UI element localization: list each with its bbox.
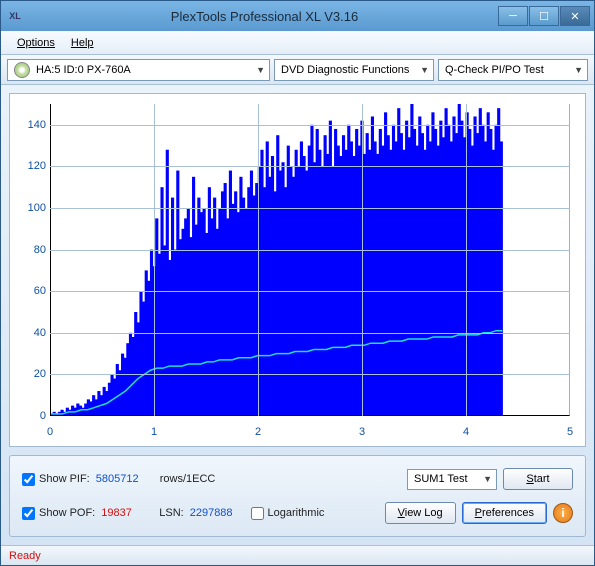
lsn-label: LSN: [159, 507, 183, 519]
start-button[interactable]: Start [503, 468, 573, 490]
sum-test-selector[interactable]: SUM1 Test▼ [407, 469, 497, 490]
chevron-down-icon: ▼ [574, 65, 583, 75]
view-log-button[interactable]: View Log [385, 502, 456, 524]
menu-help[interactable]: Help [63, 34, 102, 52]
drive-selector[interactable]: HA:5 ID:0 PX-760A ▼ [7, 59, 270, 81]
drive-label: HA:5 ID:0 PX-760A [36, 64, 131, 76]
menu-options[interactable]: Options [9, 34, 63, 52]
disc-icon [14, 62, 30, 78]
controls-panel: Show PIF: 5805712 rows/1ECC SUM1 Test▼ S… [9, 455, 586, 537]
window-title: PlexTools Professional XL V3.16 [31, 9, 498, 24]
function-selector[interactable]: DVD Diagnostic Functions ▼ [274, 59, 434, 81]
maximize-button[interactable]: ☐ [529, 6, 559, 26]
chart-area: 020406080100120140012345 [9, 93, 586, 447]
show-pif-checkbox[interactable]: Show PIF: [22, 473, 90, 486]
app-icon: XL [5, 6, 25, 26]
lsn-value: 2297888 [190, 507, 233, 519]
preferences-button[interactable]: Preferences [462, 502, 547, 524]
chevron-down-icon: ▼ [483, 474, 492, 484]
pif-value: 5805712 [96, 473, 154, 485]
status-text: Ready [9, 550, 41, 562]
minimize-button[interactable]: ─ [498, 6, 528, 26]
info-button[interactable]: i [553, 503, 573, 523]
close-button[interactable]: ✕ [560, 6, 590, 26]
chevron-down-icon: ▼ [420, 65, 429, 75]
logarithmic-checkbox[interactable]: Logarithmic [251, 507, 325, 520]
test-label: Q-Check PI/PO Test [445, 64, 544, 76]
chevron-down-icon: ▼ [256, 65, 265, 75]
pif-unit: rows/1ECC [160, 473, 216, 485]
function-label: DVD Diagnostic Functions [281, 64, 409, 76]
test-selector[interactable]: Q-Check PI/PO Test ▼ [438, 59, 588, 81]
show-pof-checkbox[interactable]: Show POF: [22, 507, 95, 520]
pof-value: 19837 [101, 507, 145, 519]
